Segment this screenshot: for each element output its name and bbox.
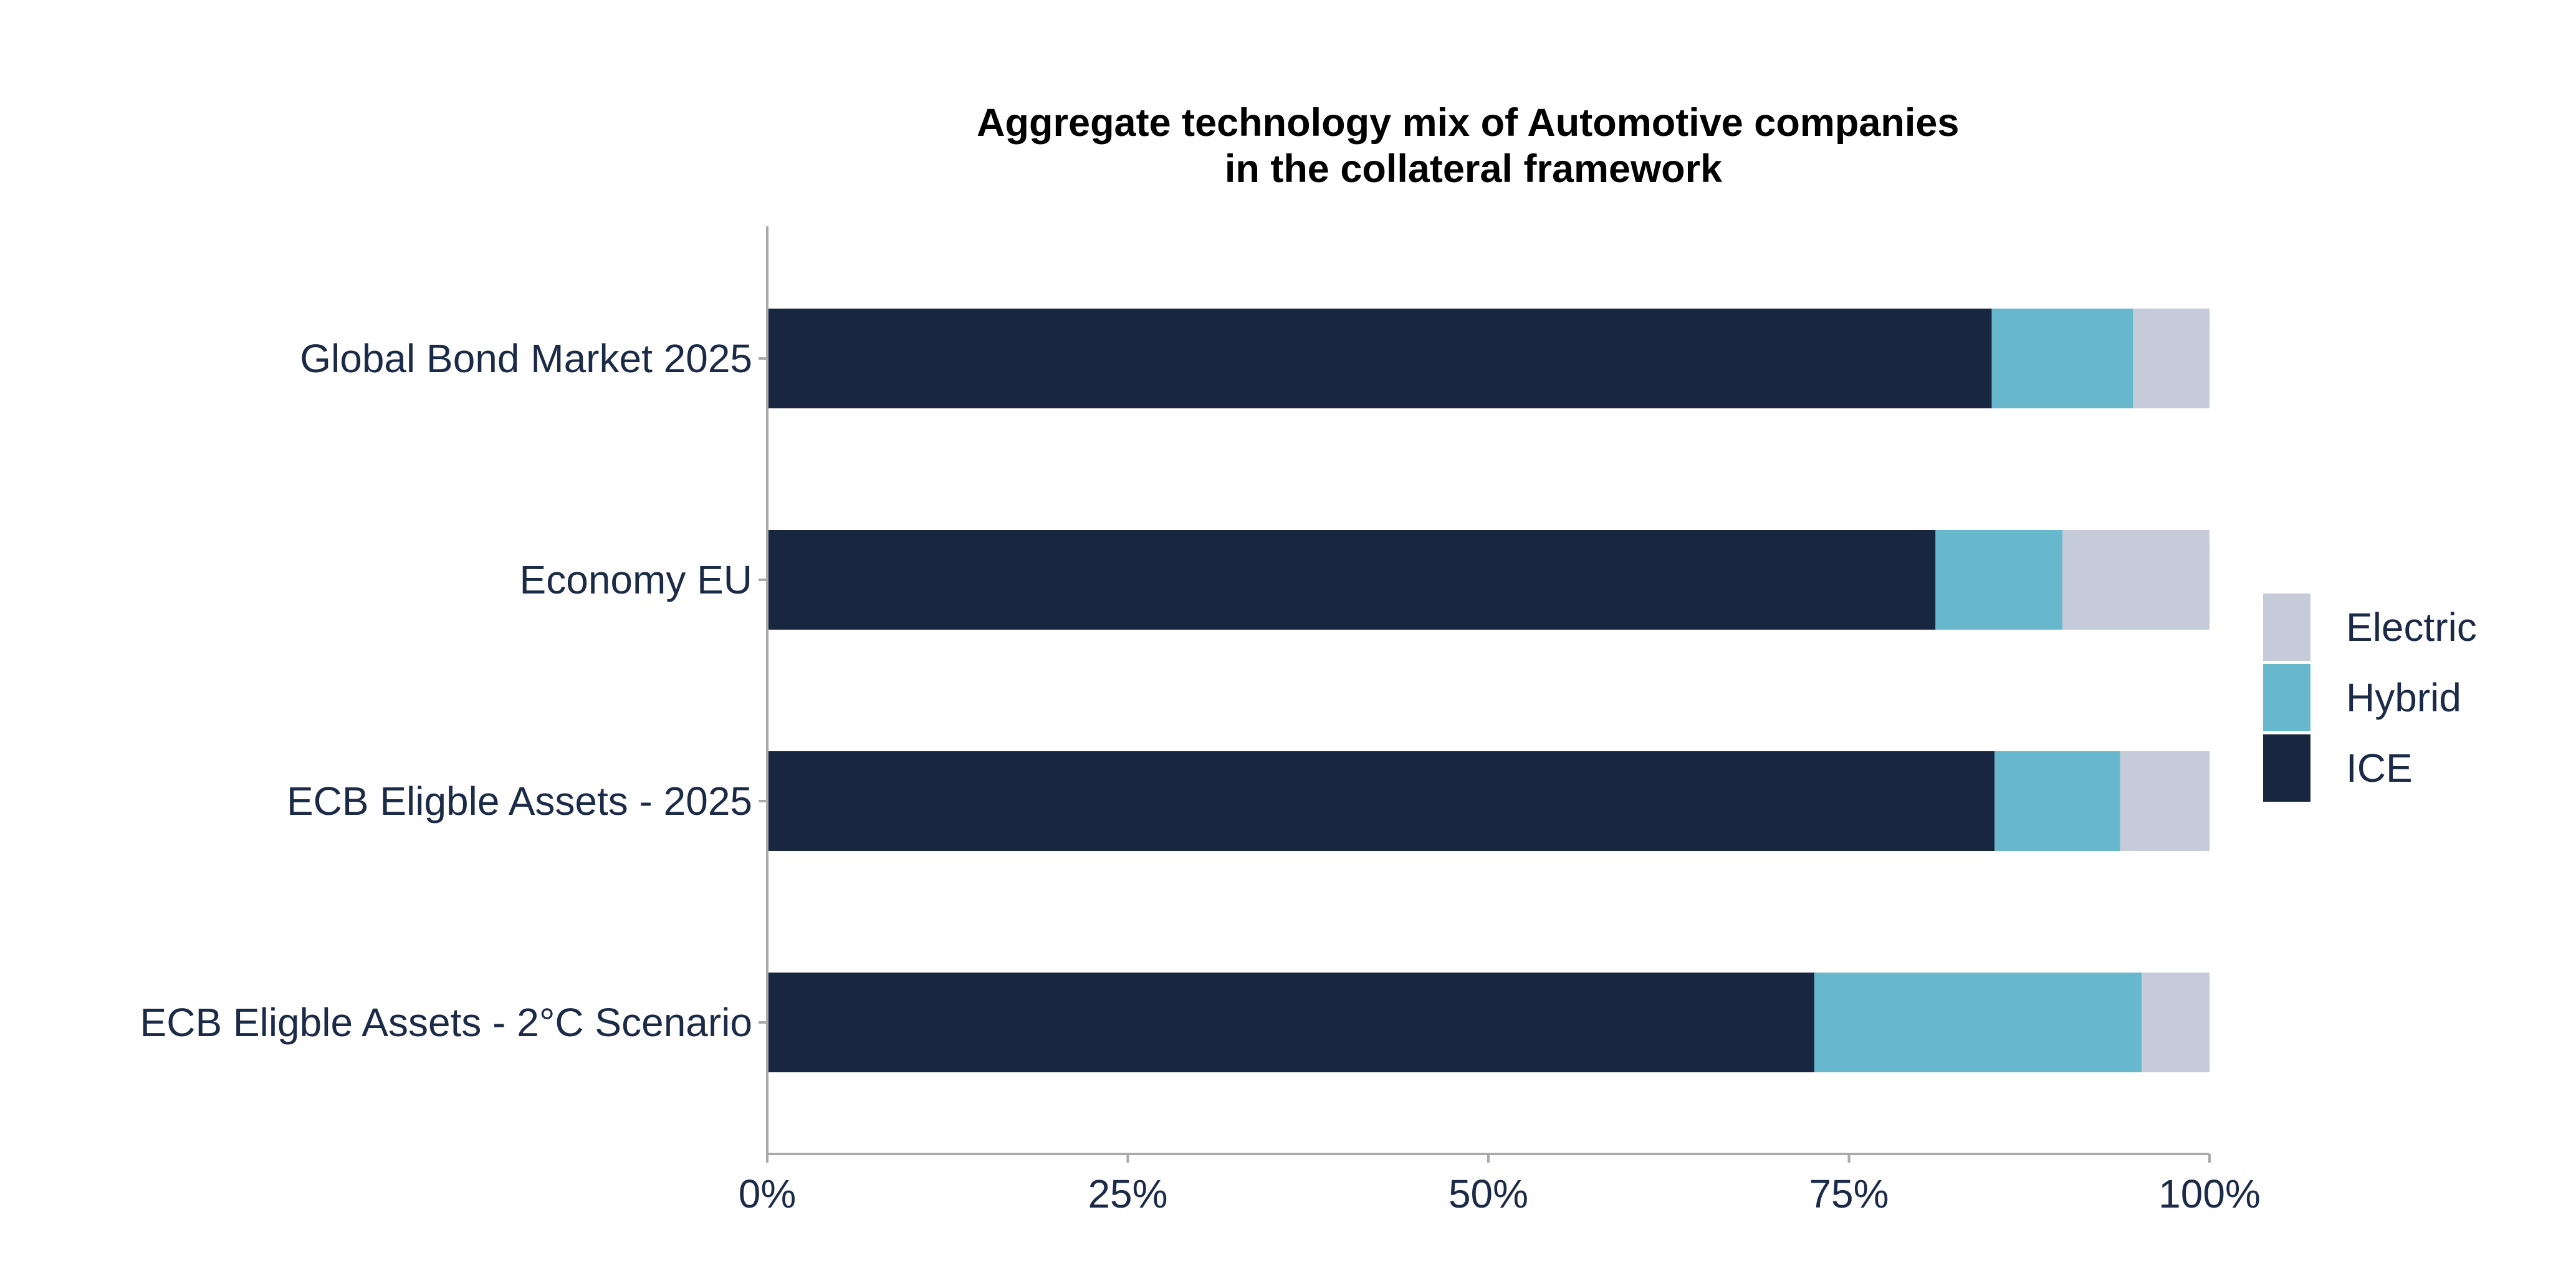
bar-electric (2062, 530, 2210, 630)
y-tick-label: Global Bond Market 2025 (300, 336, 752, 381)
bar-group-economy-eu (767, 530, 2210, 630)
bar-hybrid (1992, 309, 2133, 408)
bar-group-ecb-eligble-assets-2-c-scenario (767, 973, 2210, 1072)
x-tick-label: 50% (1448, 1171, 1528, 1216)
legend-label-electric: Electric (2346, 605, 2477, 650)
y-tick-label: Economy EU (520, 557, 752, 602)
legend-key-hybrid (2263, 664, 2310, 731)
bar-electric (2142, 973, 2210, 1072)
bar-ice (767, 751, 1994, 851)
x-tick-label: 25% (1088, 1171, 1167, 1216)
x-tick-label: 0% (739, 1171, 797, 1216)
bar-ice (767, 973, 1814, 1072)
bar-ice (767, 309, 1992, 408)
chart-title-line-1: Aggregate technology mix of Automotive c… (977, 101, 1959, 145)
bar-hybrid (1935, 530, 2062, 630)
legend-key-ice (2263, 734, 2310, 802)
bar-group-global-bond-market-2025 (767, 309, 2210, 408)
y-tick-label: ECB Eligble Assets - 2°C Scenario (140, 1000, 752, 1045)
legend-key-electric (2263, 594, 2310, 661)
bar-group-ecb-eligble-assets-2025 (767, 751, 2210, 851)
legend-label-ice: ICE (2346, 746, 2413, 791)
bar-electric (2133, 309, 2210, 408)
bar-hybrid (1814, 973, 2142, 1072)
chart-title-line-2: in the collateral framework (1225, 147, 1723, 191)
bar-hybrid (1994, 751, 2120, 851)
bar-ice (767, 530, 1935, 630)
x-tick-label: 100% (2158, 1171, 2261, 1216)
x-tick-label: 75% (1809, 1171, 1889, 1216)
bar-electric (2120, 751, 2210, 851)
y-tick-label: ECB Eligble Assets - 2025 (287, 779, 752, 824)
legend-label-hybrid: Hybrid (2346, 675, 2461, 720)
